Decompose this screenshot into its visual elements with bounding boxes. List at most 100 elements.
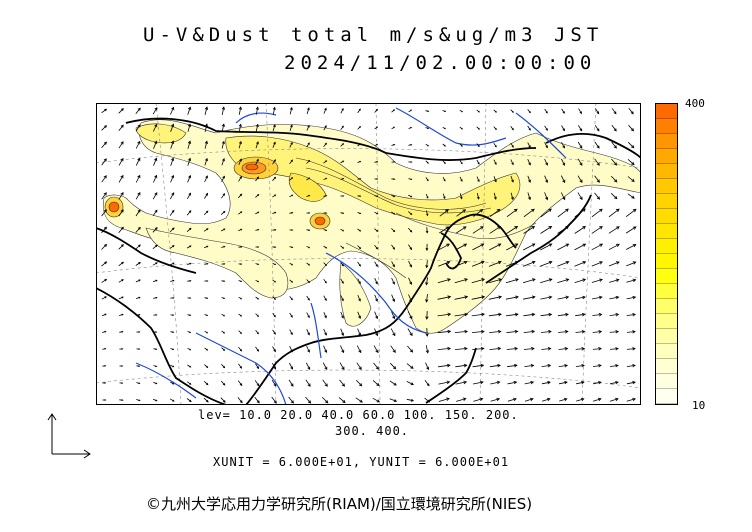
wind-vector xyxy=(627,193,635,199)
colorbar-band xyxy=(656,104,677,119)
wind-vector xyxy=(455,364,467,368)
wind-vector-head xyxy=(496,208,501,213)
wind-vector-head xyxy=(615,278,620,282)
wind-vector-head xyxy=(154,157,158,162)
wind-vector-head xyxy=(562,128,565,132)
wind-vector-head xyxy=(240,263,243,265)
wind-vector-head xyxy=(615,397,619,402)
wind-vector-head xyxy=(358,246,362,250)
wind-vector-head xyxy=(376,143,379,146)
wind-vector-head xyxy=(514,260,519,265)
wind-vector-head xyxy=(410,126,413,129)
wind-vector-head xyxy=(154,192,158,196)
wind-vector xyxy=(493,192,497,200)
wind-vector-head xyxy=(204,106,209,110)
wind-vector xyxy=(408,294,412,302)
wind-vector-head xyxy=(375,366,380,370)
wind-vector xyxy=(626,244,636,250)
wind-vector-head xyxy=(447,312,452,317)
wind-vector xyxy=(594,192,600,200)
wind-vector-head xyxy=(545,145,548,149)
wind-vector-head xyxy=(464,329,469,334)
wind-vector xyxy=(118,141,124,149)
wind-vector-head xyxy=(341,332,344,337)
wind-vector-head xyxy=(545,179,549,184)
wind-vector xyxy=(170,141,174,149)
wind-vector xyxy=(471,296,485,300)
wind-vector xyxy=(238,141,242,149)
wind-vector xyxy=(476,176,480,182)
wind-vector xyxy=(101,279,107,283)
wind-vector-head xyxy=(447,278,451,282)
wind-vector-head xyxy=(460,162,463,165)
wind-vector-head xyxy=(223,263,226,265)
wind-vector xyxy=(540,331,552,333)
wind-vector xyxy=(541,381,551,385)
wind-vector xyxy=(611,124,617,132)
wind-vector xyxy=(608,261,620,267)
wind-vector xyxy=(540,243,552,251)
wind-vector-head xyxy=(481,295,486,300)
wind-vector-head xyxy=(510,196,514,201)
wind-vector-head xyxy=(393,212,396,215)
wind-vector xyxy=(608,226,620,234)
wind-vector xyxy=(557,208,569,218)
wind-vector-head xyxy=(120,191,124,196)
wind-vector xyxy=(540,261,552,267)
wind-vector-head xyxy=(205,382,209,386)
wind-vector xyxy=(271,379,277,387)
wind-vector-head xyxy=(531,346,535,351)
wind-vector-head xyxy=(463,260,468,265)
wind-vector-head xyxy=(188,192,191,196)
colorbar-band xyxy=(656,179,677,194)
wind-vector xyxy=(471,278,485,284)
wind-vector xyxy=(357,278,361,284)
wind-vector-head xyxy=(528,162,531,166)
wind-vector xyxy=(609,365,619,367)
wind-vector xyxy=(406,381,414,385)
wind-vector xyxy=(575,348,585,350)
wind-vector-head xyxy=(562,162,566,166)
wind-vector-head xyxy=(392,332,396,337)
wind-vector-head xyxy=(256,176,259,179)
wind-vector-head xyxy=(444,127,446,130)
wind-vector-head xyxy=(324,107,327,111)
wind-vector xyxy=(289,346,293,352)
wind-vector-head xyxy=(273,383,277,387)
wind-vector xyxy=(391,311,395,319)
wind-vector-head xyxy=(598,397,602,402)
wind-vector-head xyxy=(307,349,310,353)
wind-vector xyxy=(424,380,430,386)
wind-vector-head xyxy=(528,128,531,131)
wind-vector-head xyxy=(359,160,362,163)
wind-vector-head xyxy=(547,380,551,385)
wind-vector-head xyxy=(223,314,226,317)
wind-vector-head xyxy=(425,282,429,286)
wind-vector-head xyxy=(155,382,158,385)
wind-vector xyxy=(118,108,124,114)
wind-vector-head xyxy=(596,179,600,183)
wind-vector-head xyxy=(376,399,381,403)
wind-vector xyxy=(152,124,158,132)
wind-vector-head xyxy=(582,226,586,230)
wind-vector-head xyxy=(477,145,480,148)
wind-vectors xyxy=(101,106,637,404)
wind-vector-head xyxy=(120,209,124,213)
wind-vector-head xyxy=(582,295,586,300)
wind-vector-head xyxy=(494,179,497,183)
wind-vector xyxy=(340,108,344,114)
wind-vector-head xyxy=(138,296,141,299)
wind-vector-head xyxy=(189,314,192,316)
wind-vector-head xyxy=(138,399,141,402)
wind-vector xyxy=(204,124,208,132)
wind-vector-head xyxy=(137,140,141,145)
wind-vector xyxy=(609,348,619,350)
wind-vector-head xyxy=(596,145,600,149)
wind-vector xyxy=(455,381,467,385)
wind-vector xyxy=(221,141,225,149)
wind-vector xyxy=(220,380,226,386)
wind-vector-head xyxy=(171,174,175,179)
wind-vector xyxy=(289,142,293,148)
wind-vector-head xyxy=(206,314,209,317)
wind-vector-head xyxy=(392,247,395,250)
